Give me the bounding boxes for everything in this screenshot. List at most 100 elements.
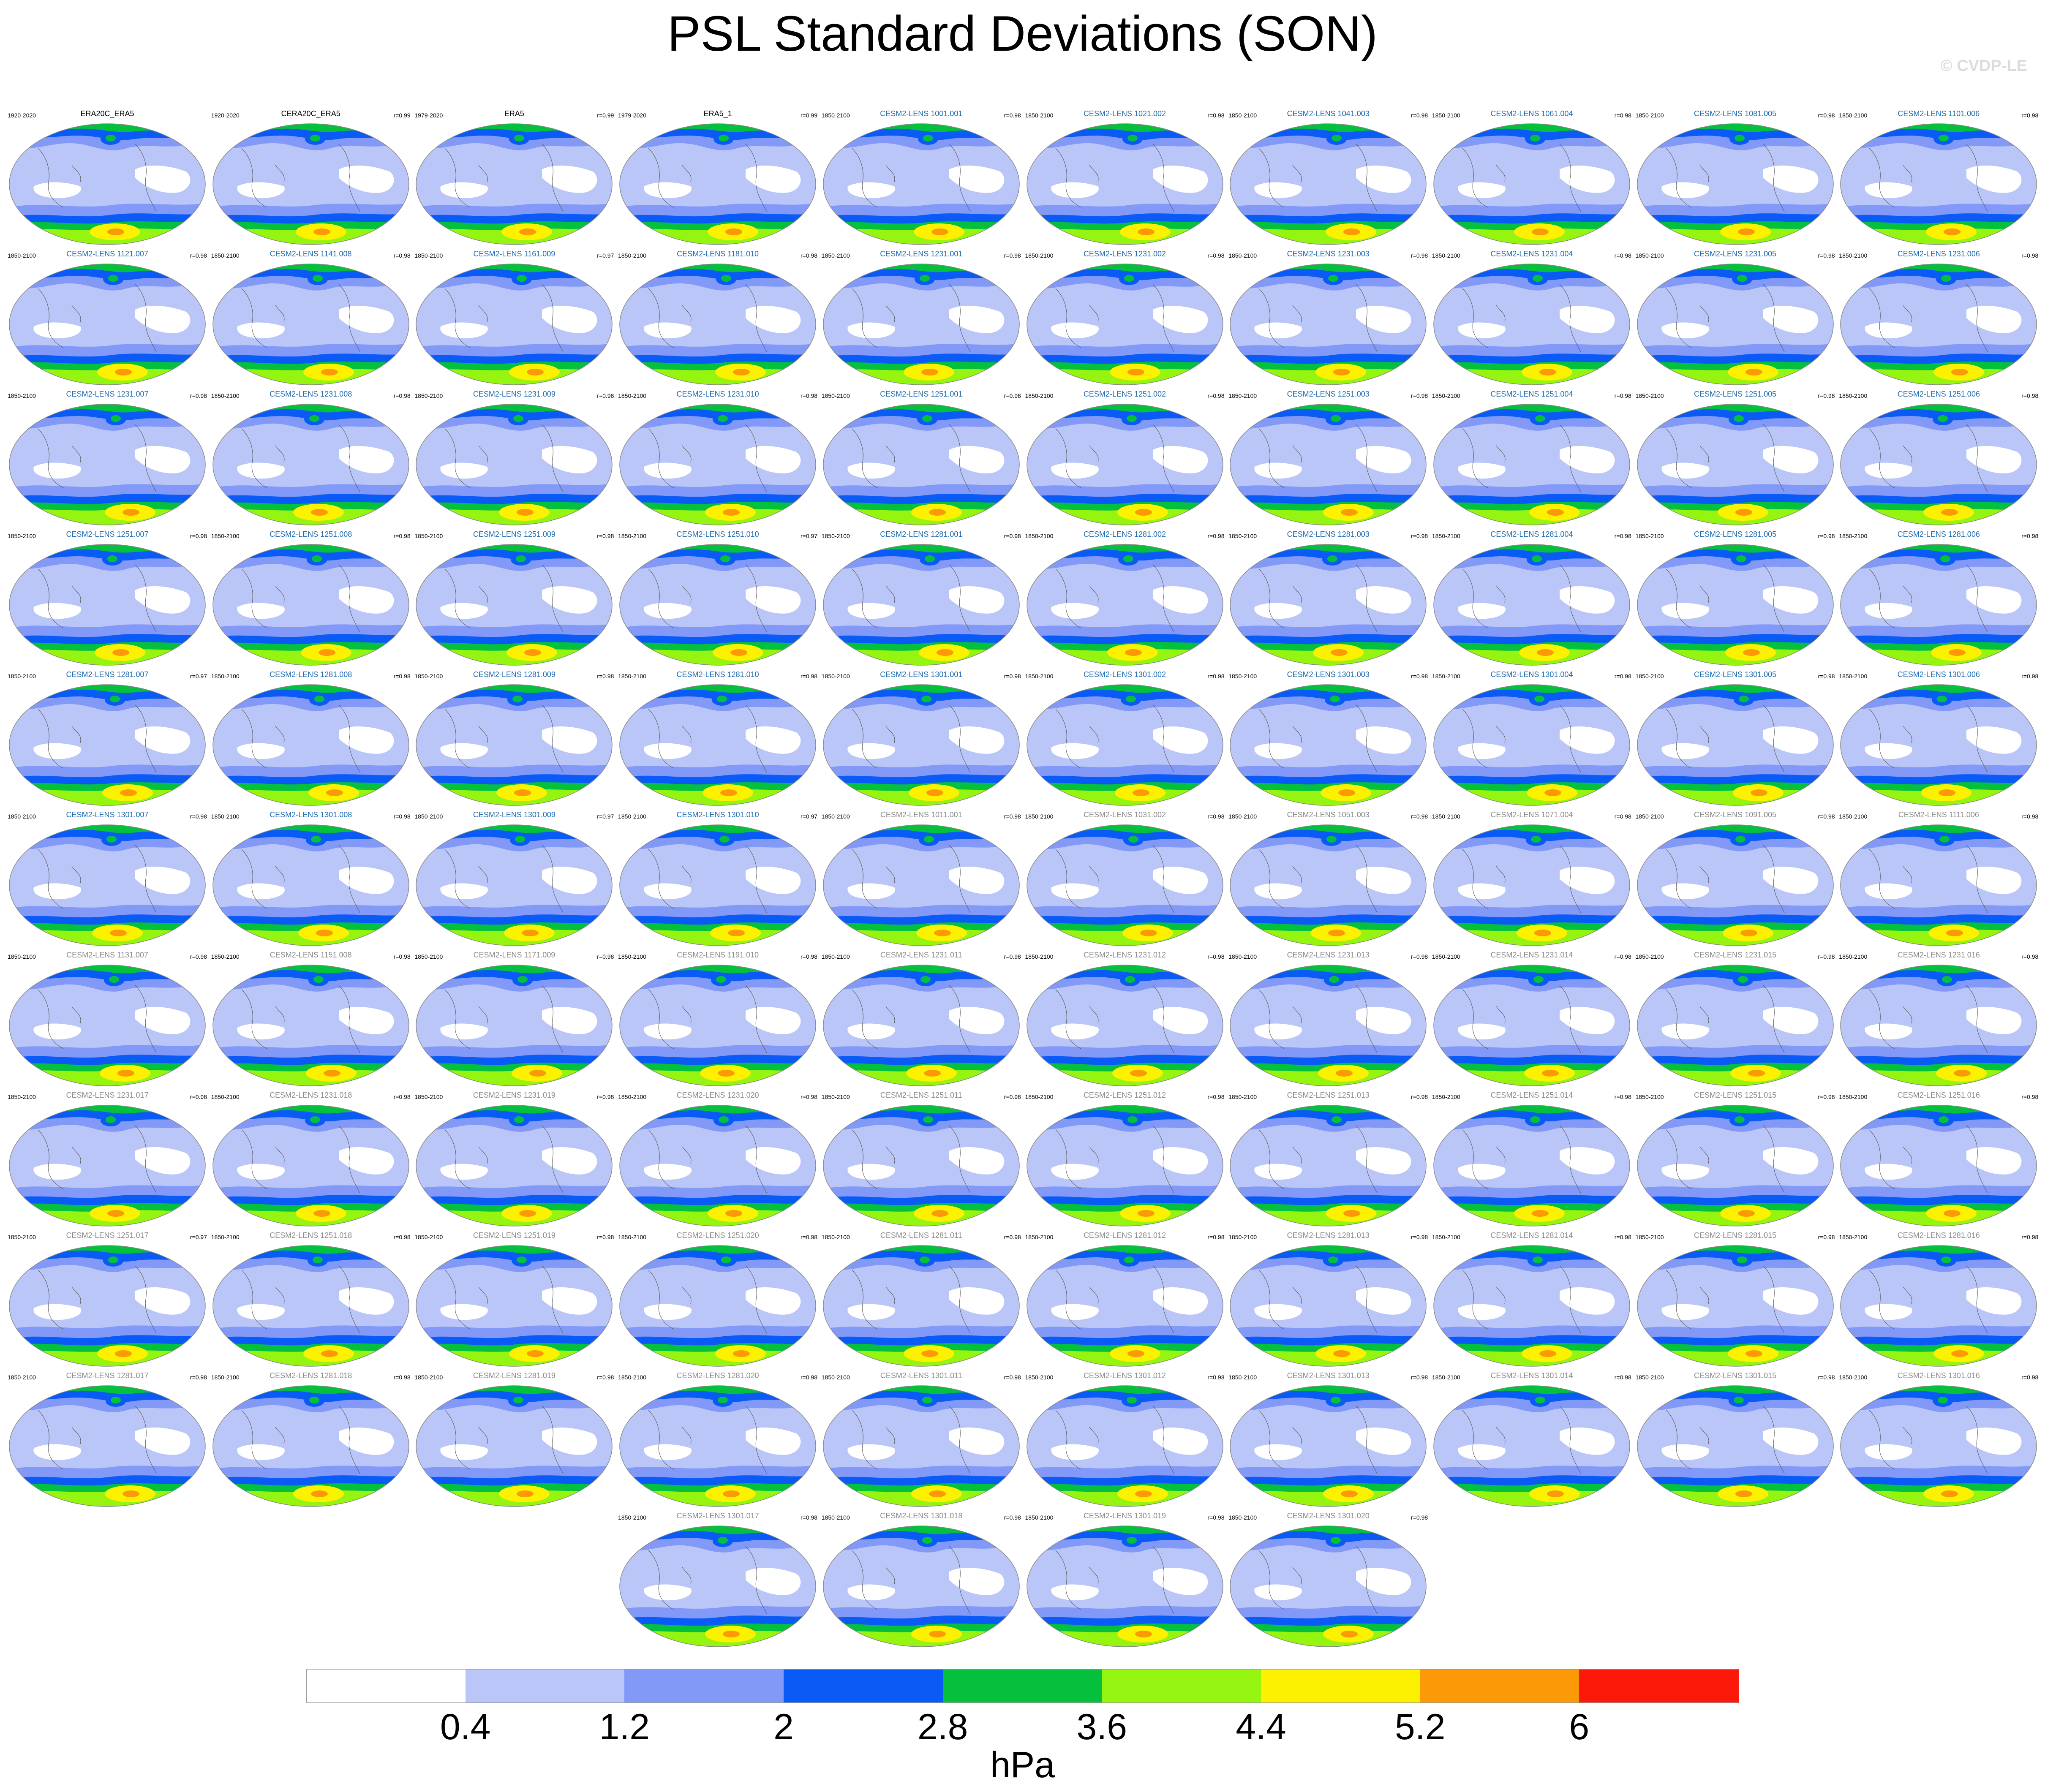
map-outline (416, 544, 613, 666)
north-band-green (212, 264, 409, 272)
tropical-patch-2 (644, 1584, 692, 1601)
north-pacific-high-green (1940, 555, 1951, 562)
panel-correlation: r=0.98 (1818, 112, 1835, 119)
north-pacific-high-green (106, 135, 116, 141)
north-band-green (1841, 1105, 2037, 1114)
tropical-patch-2 (847, 182, 895, 199)
south-pacific-max-orange (1951, 1350, 1969, 1357)
map-panel: 1850-2100 CESM2-LENS 1301.013 r=0.98 (1227, 1371, 1430, 1511)
map-plot (9, 965, 206, 1086)
panel-correlation: r=0.98 (1207, 953, 1225, 960)
north-pacific-high-green (1938, 415, 1948, 422)
north-pacific-high-green (108, 275, 118, 282)
north-band-green (212, 825, 409, 833)
map-outline (1433, 264, 1630, 385)
panel-title: CESM2-LENS 1231.007 (66, 390, 149, 398)
north-band-green (416, 965, 613, 973)
coastlines (648, 704, 767, 773)
south-pacific-max-orange (1137, 228, 1155, 235)
panel-years: 1850-2100 (618, 533, 647, 539)
tropical-patch-1 (1763, 1147, 1818, 1175)
panel-title: CESM2-LENS 1231.016 (1897, 951, 1980, 959)
panel-years: 1850-2100 (821, 1514, 850, 1521)
map-plot (212, 264, 409, 385)
tropical-patch-1 (338, 1006, 394, 1034)
tropical-patch-1 (1763, 866, 1818, 894)
panel-years: 1850-2100 (1635, 673, 1664, 680)
colorbar-tick-label: 6 (1569, 1707, 1590, 1747)
tropical-patch-2 (1661, 462, 1709, 479)
coastlines (445, 1265, 564, 1334)
panel-years: 1850-2100 (1839, 673, 1868, 680)
panel-correlation: r=0.98 (1004, 533, 1021, 539)
north-pacific-high-green (1126, 1537, 1137, 1544)
north-band-green (1433, 544, 1630, 553)
panel-years: 1850-2100 (1228, 533, 1257, 539)
tropical-patch-1 (746, 1147, 801, 1175)
panel-title: CESM2-LENS 1281.012 (1083, 1231, 1166, 1240)
map-plot (1840, 544, 2037, 666)
coastlines (38, 704, 157, 773)
north-band-green (1027, 544, 1223, 553)
panel-years: 1850-2100 (1025, 1374, 1054, 1381)
map-outline (1230, 1105, 1427, 1226)
panel-title: ERA5_1 (703, 109, 732, 118)
tropical-patch-1 (135, 1147, 191, 1175)
map-panel: 1850-2100 CESM2-LENS 1111.006 r=0.98 (1837, 810, 2040, 950)
north-band-green (9, 1386, 205, 1394)
map-panel: 1850-2100 CESM2-LENS 1231.003 r=0.98 (1227, 249, 1430, 389)
north-band-green (823, 825, 1019, 833)
map-outline (212, 264, 409, 385)
map-outline (1637, 544, 1834, 666)
map-outline (416, 1245, 613, 1367)
panel-years: 1850-2100 (618, 953, 647, 960)
south-pacific-max-orange (1343, 1210, 1361, 1217)
north-band-green (1433, 1105, 1630, 1114)
panel-correlation: r=0.98 (1614, 1374, 1631, 1381)
panel-years: 1850-2100 (1432, 1234, 1460, 1240)
coastlines (648, 845, 767, 913)
south-pacific-max-orange (112, 649, 129, 656)
map-outline (212, 684, 409, 806)
panel-title: CESM2-LENS 1231.013 (1287, 951, 1370, 959)
map-outline (9, 684, 206, 806)
tropical-patch-2 (33, 1164, 81, 1180)
coastlines (1462, 564, 1581, 633)
tropical-patch-1 (135, 586, 191, 614)
tropical-patch-1 (338, 305, 394, 333)
south-pacific-max-orange (931, 228, 948, 235)
panel-years: 1850-2100 (1025, 1093, 1054, 1100)
panel-title: CESM2-LENS 1301.010 (676, 810, 759, 819)
panel-years: 1850-2100 (1839, 112, 1868, 119)
south-pacific-max-orange (1341, 1631, 1358, 1637)
panel-correlation: r=0.98 (190, 252, 207, 259)
panel-title: CESM2-LENS 1281.006 (1897, 530, 1980, 538)
panel-correlation: r=0.98 (1818, 1093, 1835, 1100)
panel-years: 1850-2100 (1635, 953, 1664, 960)
coastlines (852, 144, 971, 212)
map-plot (1026, 264, 1223, 385)
tropical-patch-2 (1051, 1023, 1099, 1040)
panel-years: 1850-2100 (211, 673, 240, 680)
tropical-patch-2 (33, 883, 81, 900)
north-pacific-high-green (513, 1397, 524, 1403)
coastlines (445, 845, 564, 913)
panel-title: CESM2-LENS 1301.001 (880, 670, 963, 679)
map-outline (212, 965, 409, 1086)
tropical-patch-2 (237, 883, 285, 900)
panel-years: 1850-2100 (1025, 252, 1054, 259)
panel-years: 1850-2100 (1025, 953, 1054, 960)
tropical-patch-2 (440, 603, 488, 619)
map-outline (1433, 965, 1630, 1086)
panel-correlation: r=0.98 (2021, 813, 2039, 820)
panel-correlation: r=0.98 (1411, 392, 1428, 399)
south-pacific-max-orange (107, 1210, 124, 1217)
panel-correlation: r=0.98 (1614, 252, 1631, 259)
map-plot (619, 544, 816, 666)
panel-correlation: r=0.98 (597, 1234, 614, 1240)
panel-correlation: r=0.98 (393, 533, 411, 539)
north-band-green (1637, 404, 1833, 413)
map-outline (1026, 544, 1223, 666)
panel-title: CESM2-LENS 1301.016 (1897, 1371, 1980, 1380)
map-panel: 1850-2100 CESM2-LENS 1301.016 r=0.98 (1837, 1371, 2040, 1511)
